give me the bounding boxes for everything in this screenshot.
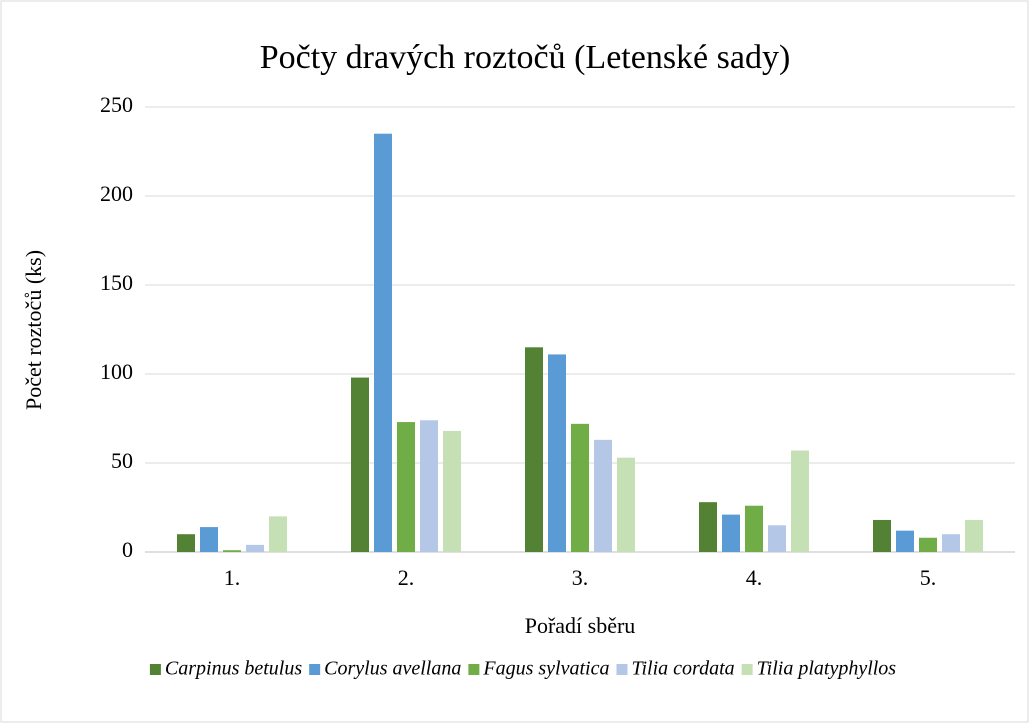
legend-label: Corylus avellana bbox=[324, 658, 461, 680]
x-tick-label: 5. bbox=[920, 565, 937, 590]
legend-swatch bbox=[149, 664, 161, 675]
legend-swatch bbox=[741, 664, 753, 675]
bar bbox=[942, 534, 960, 552]
legend-swatch bbox=[468, 664, 480, 675]
bar bbox=[443, 430, 461, 552]
bar bbox=[617, 457, 635, 552]
bar bbox=[223, 550, 241, 552]
bar bbox=[768, 525, 786, 552]
bar bbox=[397, 422, 415, 552]
chart-title: Počty dravých roztočů (Letenské sady) bbox=[260, 39, 791, 76]
y-tick-label: 150 bbox=[100, 270, 133, 295]
bar bbox=[351, 377, 369, 552]
bar bbox=[965, 519, 983, 552]
bar bbox=[420, 420, 438, 552]
legend-label: Tilia cordata bbox=[631, 658, 734, 680]
bar bbox=[571, 423, 589, 552]
legend-swatch bbox=[309, 664, 321, 675]
legend-label: Fagus sylvatica bbox=[482, 658, 609, 680]
bar bbox=[896, 530, 914, 552]
y-tick-label: 50 bbox=[111, 448, 133, 473]
y-tick-label: 200 bbox=[100, 181, 133, 206]
bar bbox=[177, 534, 195, 552]
bar bbox=[246, 544, 264, 552]
x-tick-label: 4. bbox=[746, 565, 763, 590]
legend-label: Tilia platyphyllos bbox=[757, 658, 897, 680]
bar bbox=[374, 133, 392, 552]
bar bbox=[548, 354, 566, 552]
legend-label: Carpinus betulus bbox=[165, 658, 302, 680]
x-tick-label: 2. bbox=[398, 565, 415, 590]
bar bbox=[722, 514, 740, 552]
bar bbox=[525, 347, 543, 552]
bar bbox=[200, 527, 218, 552]
y-tick-label: 250 bbox=[100, 92, 133, 117]
bar bbox=[745, 505, 763, 552]
x-tick-label: 3. bbox=[572, 565, 589, 590]
bar bbox=[791, 450, 809, 552]
x-tick-label: 1. bbox=[224, 565, 241, 590]
bar bbox=[594, 439, 612, 552]
y-tick-label: 0 bbox=[122, 537, 133, 562]
x-axis-label: Pořadí sběru bbox=[525, 613, 636, 638]
legend-swatch bbox=[616, 664, 628, 675]
bar bbox=[919, 537, 937, 552]
bar bbox=[873, 519, 891, 552]
y-axis-label: Počet roztočů (ks) bbox=[21, 250, 46, 410]
bar bbox=[269, 516, 287, 552]
bar bbox=[699, 502, 717, 552]
y-tick-label: 100 bbox=[100, 359, 133, 384]
